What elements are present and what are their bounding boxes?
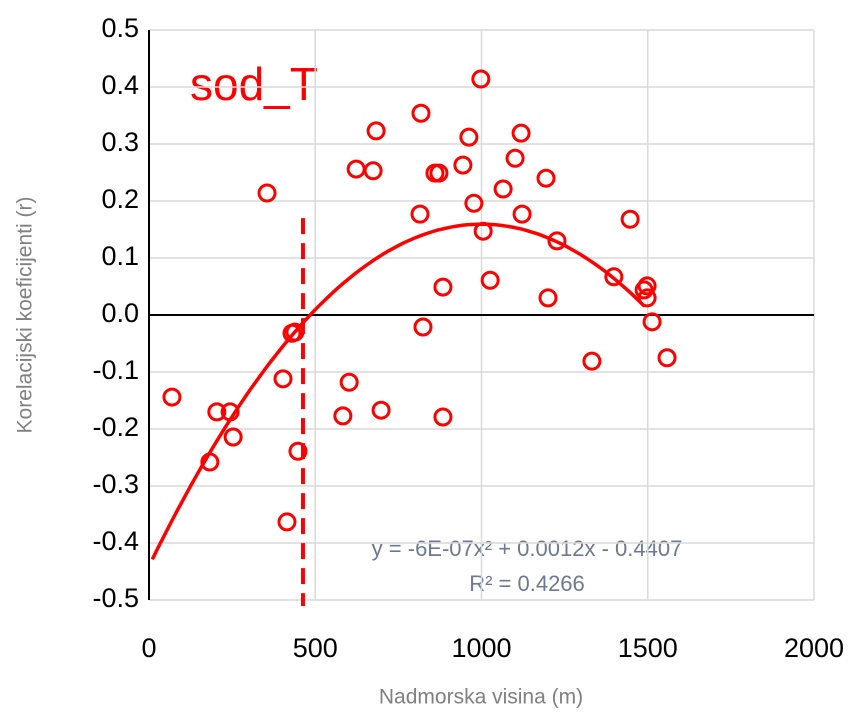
point <box>459 127 479 147</box>
point <box>429 163 449 183</box>
point <box>200 452 220 472</box>
point <box>371 400 391 420</box>
y-tick-label: -0.1 <box>92 355 139 385</box>
point <box>333 406 353 426</box>
point <box>536 168 556 188</box>
point <box>464 193 484 213</box>
point <box>433 277 453 297</box>
point <box>480 270 500 290</box>
y-tick-label: 0.1 <box>101 241 139 271</box>
point <box>582 351 602 371</box>
point <box>512 204 532 224</box>
point <box>538 288 558 308</box>
point <box>634 280 654 300</box>
point <box>511 123 531 143</box>
point <box>657 348 677 368</box>
point <box>433 407 453 427</box>
point <box>220 402 240 422</box>
point <box>207 402 227 422</box>
trendline <box>150 222 646 561</box>
point <box>162 387 182 407</box>
point <box>273 369 293 389</box>
y-tick-label: -0.3 <box>92 469 139 499</box>
point <box>471 69 491 89</box>
y-tick-label: 0.2 <box>101 184 139 214</box>
point <box>413 317 433 337</box>
point <box>604 267 624 287</box>
y-tick-label: -0.4 <box>92 526 139 556</box>
y-axis-label: Korelacijski koeficijenti (r) <box>14 197 37 434</box>
point <box>637 276 657 296</box>
x-tick-label: 1500 <box>618 633 678 663</box>
y-tick-label: 0.3 <box>101 127 139 157</box>
y-tick-label: 0.0 <box>101 298 139 328</box>
point <box>493 179 513 199</box>
point <box>223 427 243 447</box>
point <box>285 322 305 342</box>
point <box>453 155 473 175</box>
point <box>277 512 297 532</box>
point <box>410 204 430 224</box>
point <box>257 183 277 203</box>
r-squared: R² = 0.4266 <box>469 571 585 596</box>
x-tick-label: 2000 <box>784 633 844 663</box>
x-tick-label: 500 <box>293 633 338 663</box>
point <box>411 103 431 123</box>
y-tick-label: 0.5 <box>101 13 139 43</box>
annotation: sod_T <box>190 58 318 110</box>
x-axis-label: Nadmorska visina (m) <box>379 686 583 709</box>
x-tick-label: 1000 <box>451 633 511 663</box>
point <box>642 312 662 332</box>
x-tick-label: 0 <box>141 633 156 663</box>
point <box>505 148 525 168</box>
point <box>473 221 493 241</box>
y-tick-label: 0.4 <box>101 70 139 100</box>
point <box>288 441 308 461</box>
point <box>620 209 640 229</box>
point <box>363 161 383 181</box>
point <box>366 121 386 141</box>
y-tick-label: -0.5 <box>92 583 139 613</box>
equation: y = -6E-07x² + 0.0012x - 0.4407 <box>372 536 683 561</box>
y-tick-label: -0.2 <box>92 412 139 442</box>
point <box>339 372 359 392</box>
point <box>547 231 567 251</box>
